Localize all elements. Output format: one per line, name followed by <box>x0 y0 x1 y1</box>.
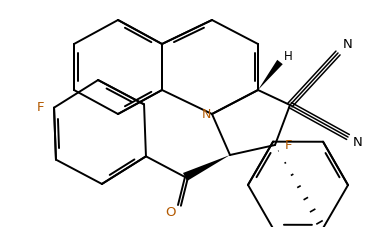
Polygon shape <box>183 155 230 181</box>
Polygon shape <box>258 60 283 90</box>
Text: F: F <box>285 139 292 152</box>
Text: F: F <box>36 101 44 114</box>
Text: N: N <box>353 136 363 148</box>
Text: N: N <box>201 108 211 121</box>
Text: N: N <box>343 39 353 52</box>
Text: H: H <box>283 50 292 64</box>
Text: O: O <box>165 207 175 220</box>
